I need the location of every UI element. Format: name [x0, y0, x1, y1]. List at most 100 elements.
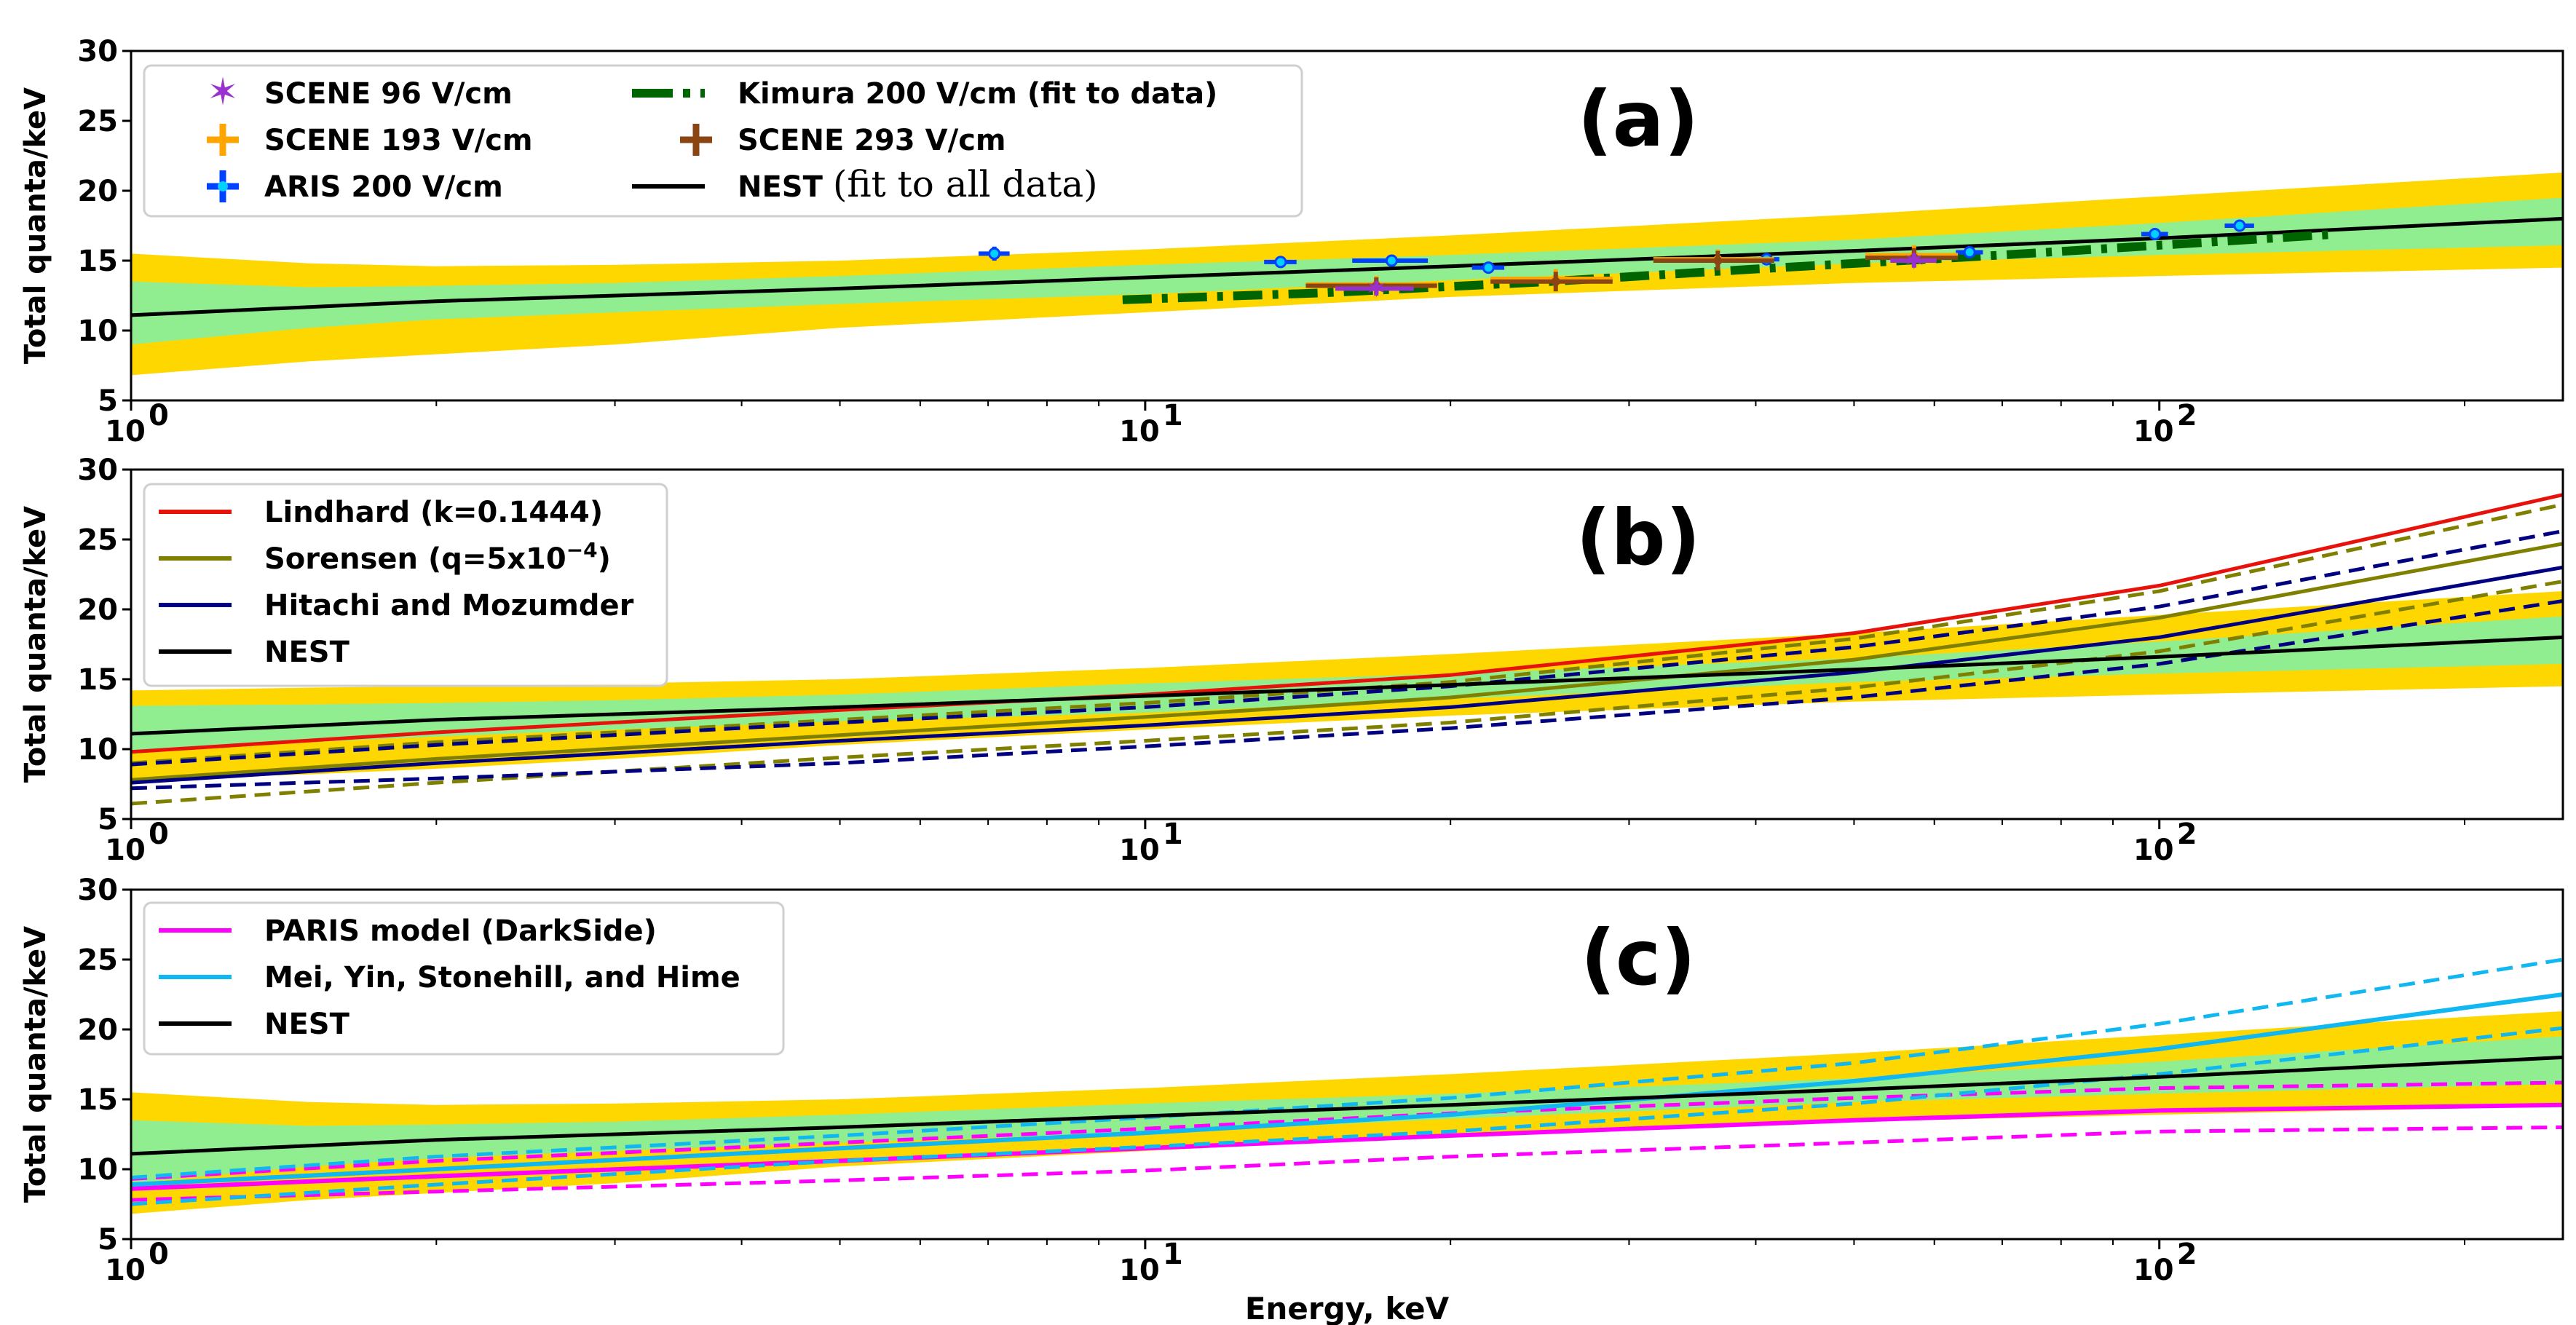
legend-label-part: NEST [738, 170, 833, 204]
legend-item: Kimura 200 V/cm (fit to data) [632, 77, 1217, 111]
y-tick-label: 15 [77, 245, 118, 278]
point-marker [1713, 256, 1723, 265]
legend-label: NEST [264, 1008, 350, 1041]
x-tick-base: 10 [2133, 834, 2174, 867]
legend-item: ARIS 200 V/cm [207, 170, 503, 204]
x-tick-base: 10 [1119, 415, 1160, 448]
data-point-aris [1352, 254, 1429, 267]
panel-title: (b) [1576, 494, 1700, 582]
x-tick-label: 10 2 [2133, 1238, 2197, 1287]
legend-label-part: NEST [264, 636, 350, 669]
x-tick-exponent: 1 [1163, 399, 1183, 432]
y-tick-label: 5 [98, 1223, 118, 1257]
legend-label: Kimura 200 V/cm (fit to data) [738, 77, 1217, 111]
legend-item: ✶ SCENE 96 V/cm [207, 71, 513, 114]
point-marker [1274, 256, 1287, 269]
axes-frame [130, 468, 2564, 820]
legend-item: SCENE 193 V/cm [207, 124, 533, 157]
y-tick-label: 10 [77, 733, 118, 767]
y-axis-label: Total quanta/keV [19, 506, 52, 783]
x-tick-base: 10 [105, 415, 146, 448]
star-marker: ✶ [1903, 246, 1925, 276]
series-line-lindhard [131, 493, 2563, 754]
y-tick-label: 30 [77, 35, 118, 68]
y-tick-label: 20 [77, 1013, 118, 1047]
legend: Lindhard (k=0.1444) Sorensen (q=5x10−4) Hi… [143, 483, 668, 687]
data-point-aris [2141, 228, 2168, 241]
x-tick-label: 10 2 [2133, 399, 2197, 448]
series-line-paris [131, 1080, 2563, 1181]
x-tick-exponent: 1 [1163, 818, 1183, 851]
x-tick-base: 10 [1119, 1254, 1160, 1287]
y-tick-label: 5 [98, 384, 118, 418]
y-tick-label: 15 [77, 663, 118, 697]
legend-label-part: SCENE 96 V/cm [264, 77, 513, 111]
series-line-mei [131, 992, 2563, 1187]
legend-item: NEST [159, 1008, 350, 1041]
data-point-aris [979, 246, 1010, 261]
legend-label: Hitachi and Mozumder [264, 589, 634, 622]
x-tick-label: 10 1 [1119, 399, 1183, 448]
series-line-paris [131, 1102, 2563, 1191]
x-tick-base: 10 [1119, 834, 1160, 867]
x-tick-base: 10 [2133, 1254, 2174, 1287]
y-tick-label: 5 [98, 803, 118, 836]
y-tick-label: 15 [77, 1083, 118, 1117]
legend-star-icon: ✶ [207, 71, 239, 114]
point-marker [1385, 254, 1398, 267]
legend-label: ARIS 200 V/cm [264, 170, 503, 204]
star-marker: ✶ [1365, 274, 1387, 304]
panel-title: (a) [1578, 75, 1699, 164]
series-line-kimura [1122, 229, 2339, 304]
series-line-sorensen [131, 502, 2563, 765]
series-line-nest [131, 1055, 2563, 1156]
y-tick-label: 10 [77, 1153, 118, 1187]
legend-item: Hitachi and Mozumder [159, 589, 634, 622]
legend-label-part: SCENE 293 V/cm [738, 124, 1006, 157]
legend-item: Lindhard (k=0.1444) [159, 496, 603, 529]
legend-label: PARIS model (DarkSide) [264, 914, 657, 948]
x-tick-exponent: 0 [149, 1238, 169, 1271]
legend-item: PARIS model (DarkSide) [159, 914, 657, 948]
legend-label: SCENE 193 V/cm [264, 124, 533, 157]
y-tick-label: 25 [77, 523, 118, 557]
data-point-scene96: ✶ [1335, 274, 1414, 304]
legend-label: Lindhard (k=0.1444) [264, 496, 603, 529]
data-point-aris [1264, 256, 1297, 269]
legend-item: NEST [159, 636, 350, 669]
y-tick-label: 30 [77, 874, 118, 907]
legend-item: SCENE 293 V/cm [680, 124, 1006, 157]
y-axis-label: Total quanta/keV [19, 87, 52, 364]
legend-label-part: Mei, Yin, Stonehill, and Hime [264, 961, 740, 994]
legend-label-part: (fit to all data) [833, 163, 1098, 205]
y-tick-label: 20 [77, 175, 118, 208]
y-tick-label: 25 [77, 105, 118, 138]
legend-label: NEST [264, 636, 350, 669]
x-tick-exponent: 2 [2177, 818, 2197, 851]
point-marker [2233, 219, 2246, 232]
legend-label-superscript: −4 [566, 538, 598, 562]
panel-title: (c) [1581, 914, 1696, 1002]
data-point-scene293 [1653, 250, 1774, 271]
legend-item: Mei, Yin, Stonehill, and Hime [159, 961, 740, 994]
plot-area [131, 957, 2563, 1214]
legend-label-part: ARIS 200 V/cm [264, 170, 503, 204]
point-marker [1551, 277, 1560, 286]
data-point-aris [2224, 219, 2254, 232]
point-marker [1963, 245, 1976, 258]
legend-label: NEST (fit to all data) [738, 163, 1098, 205]
series-line-nest [131, 216, 2563, 317]
legend-label-part: SCENE 193 V/cm [264, 124, 533, 157]
y-tick-label: 30 [77, 454, 118, 487]
x-tick-label: 10 0 [105, 818, 169, 867]
x-tick-base: 10 [105, 834, 146, 867]
legend-label: Sorensen (q=5x10−4) [264, 538, 611, 576]
legend-box [143, 901, 785, 1056]
x-axis-label: Energy, keV [1245, 1291, 1450, 1325]
legend: PARIS model (DarkSide) Mei, Yin, Stonehil… [143, 901, 785, 1056]
series-line-sorensen [131, 542, 2563, 782]
x-tick-exponent: 0 [149, 818, 169, 851]
